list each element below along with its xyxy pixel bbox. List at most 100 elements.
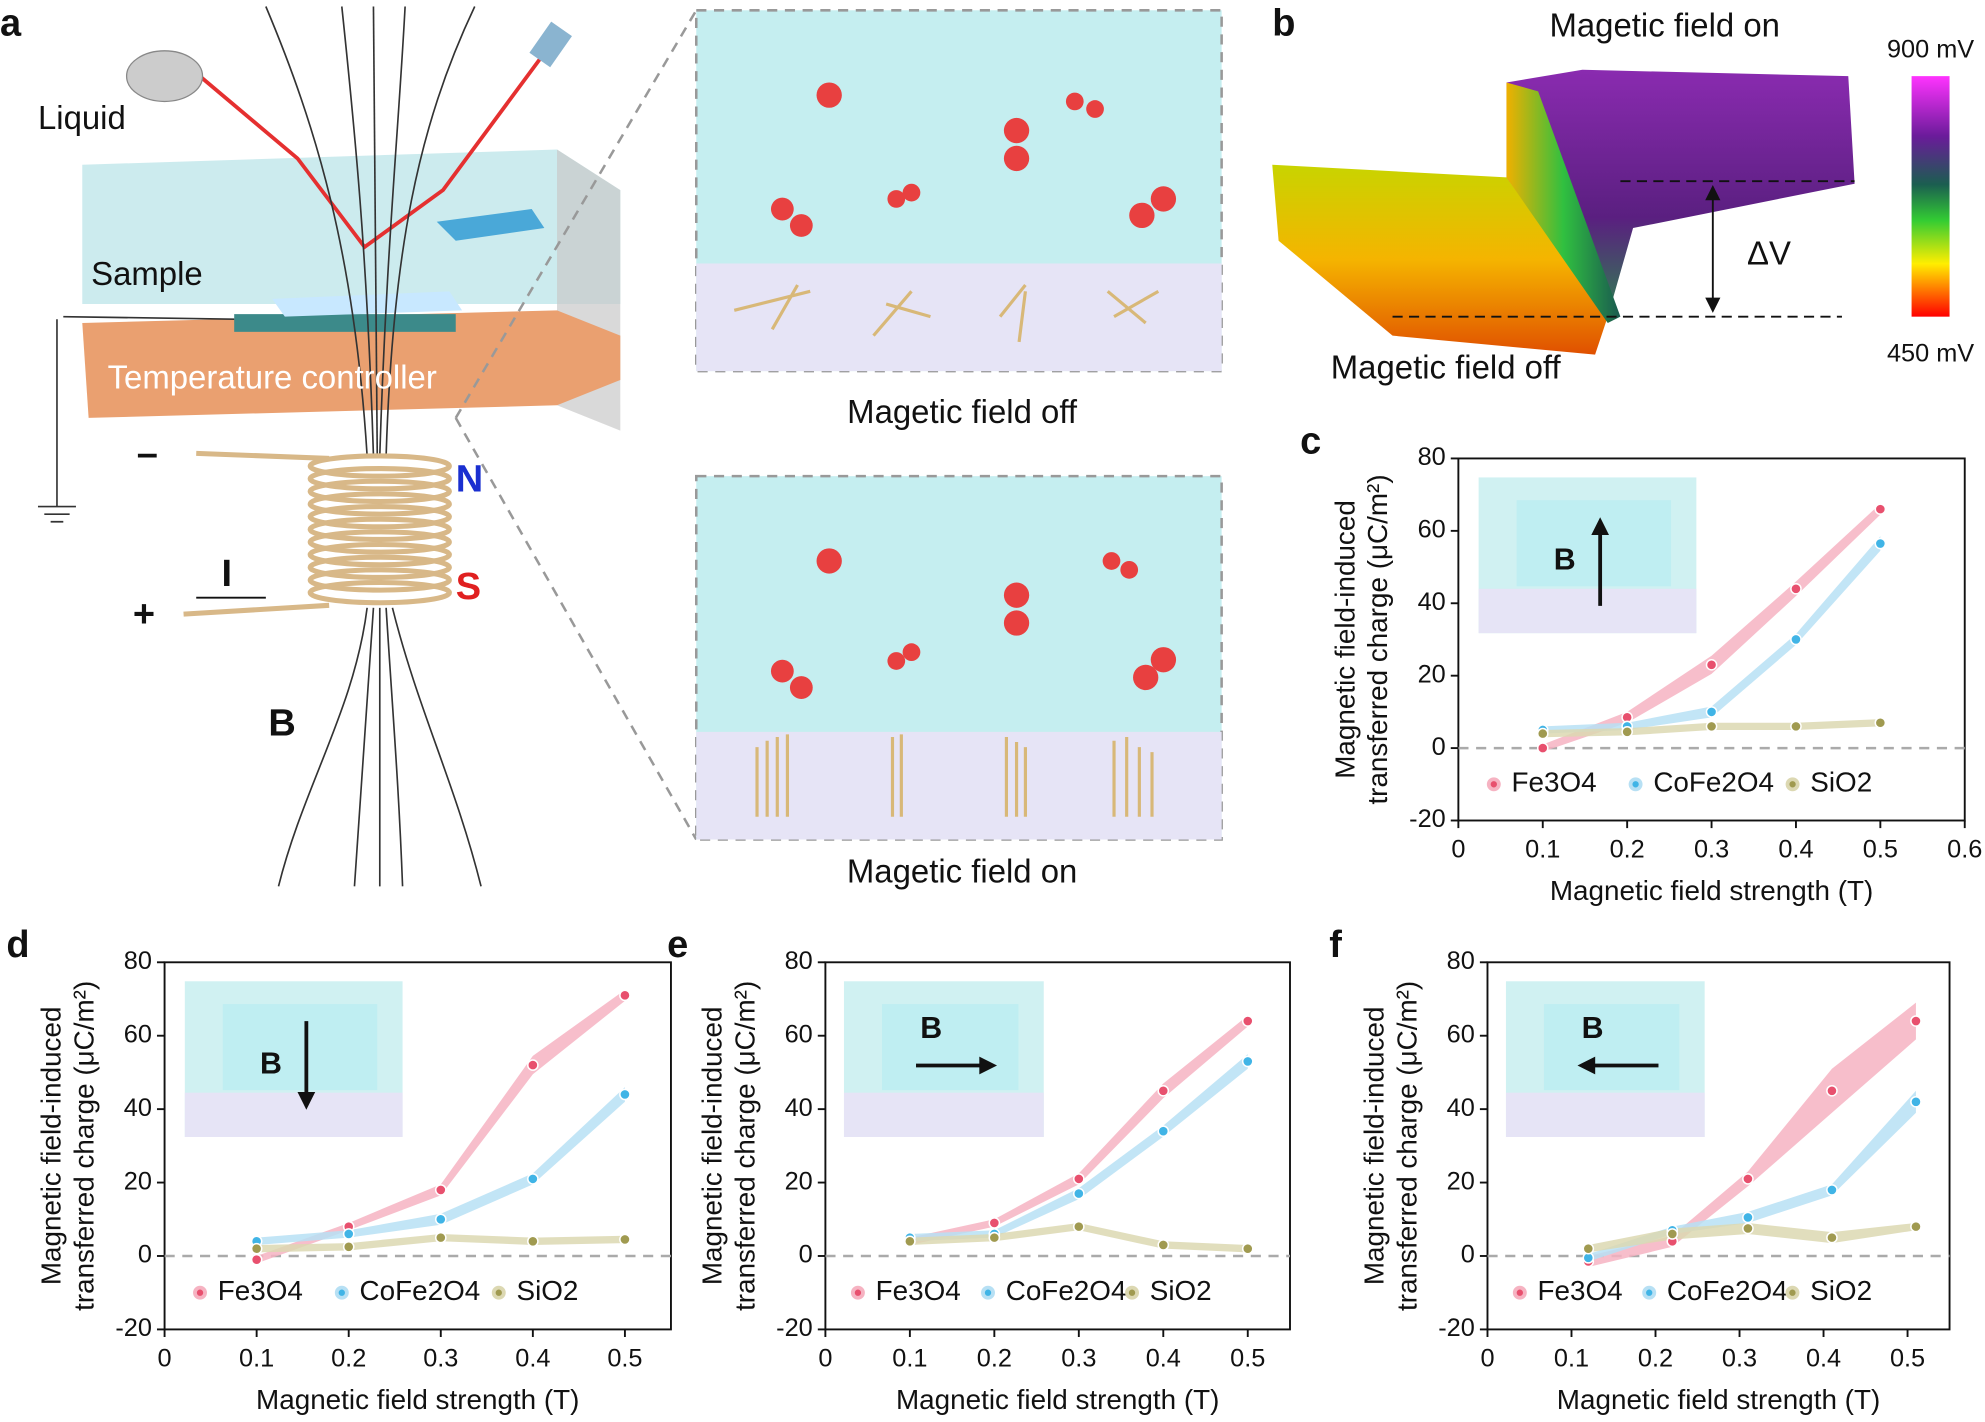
- data-point: [988, 1231, 1001, 1244]
- y-tick-label: 40: [1447, 1094, 1475, 1122]
- data-point: [250, 1253, 263, 1266]
- x-tick-label: 0.2: [1610, 836, 1645, 864]
- panel-label: b: [1272, 3, 1295, 45]
- legend-label: CoFe2O4: [1667, 1275, 1788, 1306]
- legend-marker: [1785, 777, 1800, 792]
- plot-frame: [163, 961, 672, 1331]
- x-tick-label: 0: [818, 1344, 832, 1372]
- x-tick-label: 0.2: [977, 1344, 1012, 1372]
- controller-label: Temperature controller: [108, 359, 437, 396]
- x-axis-label: Magnetic field strength (T): [896, 1384, 1219, 1415]
- legend-label: Fe3O4: [1538, 1275, 1623, 1306]
- data-point: [904, 1235, 916, 1248]
- inset-substrate: [1478, 588, 1697, 634]
- data-point: [342, 1240, 355, 1253]
- panel-label: e: [667, 924, 688, 966]
- data-point: [1157, 1239, 1170, 1251]
- x-tick-label: 0.5: [1230, 1344, 1265, 1372]
- legend-marker: [491, 1285, 506, 1300]
- inset-inner: [1516, 500, 1672, 587]
- zoom-substrate: [696, 731, 1222, 840]
- inset-arrow-head: [1577, 1056, 1596, 1075]
- inset-inner: [1543, 1004, 1680, 1091]
- x-tick-label: 0.6: [1947, 836, 1982, 864]
- legend-marker: [1486, 777, 1501, 792]
- data-point: [1910, 1015, 1922, 1027]
- data-point: [1790, 582, 1802, 595]
- data-point: [1826, 1184, 1838, 1196]
- data-point: [1874, 537, 1887, 550]
- legend-label: Fe3O4: [876, 1275, 961, 1306]
- y-tick-label: 60: [1447, 1020, 1475, 1048]
- y-tick-label: -20: [115, 1314, 152, 1342]
- spins: [733, 284, 1160, 817]
- x-tick-label: 0.5: [607, 1344, 642, 1372]
- legend-marker: [1642, 1285, 1657, 1300]
- plus-label: +: [133, 594, 155, 636]
- data-point: [1536, 742, 1549, 754]
- x-tick-label: 0.1: [1525, 836, 1560, 864]
- x-axis-label: Magnetic field strength (T): [1550, 875, 1873, 906]
- inset-arrow-head: [1591, 517, 1610, 536]
- panel-label: a: [0, 3, 22, 45]
- inset-substrate: [843, 1092, 1044, 1137]
- data-point: [1742, 1222, 1754, 1235]
- y-tick-label: -20: [1438, 1314, 1475, 1342]
- current-label: I: [222, 553, 233, 595]
- data-point: [1072, 1187, 1085, 1200]
- inset-label: B: [260, 1046, 282, 1080]
- plot-frame: [1486, 961, 1951, 1331]
- x-tick-label: 0.1: [892, 1344, 927, 1372]
- south-label: S: [456, 566, 481, 608]
- plot-frame: [824, 961, 1291, 1331]
- data-point: [1705, 706, 1718, 718]
- x-tick-label: 0.3: [1722, 1344, 1757, 1372]
- legend-label: Fe3O4: [218, 1275, 303, 1306]
- inset-arrow-head: [297, 1092, 316, 1110]
- controller-slab: [82, 310, 621, 418]
- data-point: [1536, 727, 1549, 740]
- y-tick-label: -20: [776, 1314, 813, 1342]
- x-tick-label: 0.1: [239, 1344, 274, 1372]
- x-axis-label: Magnetic field strength (T): [1557, 1384, 1880, 1415]
- x-tick-label: 0.4: [1146, 1344, 1181, 1372]
- scale-min: 450 mV: [1887, 339, 1974, 367]
- on-label: Magetic field on: [1549, 7, 1779, 44]
- data-point: [527, 1173, 539, 1185]
- y-tick-label: 0: [1432, 733, 1446, 761]
- y-axis-label: Magnetic field-induced: [36, 1007, 67, 1286]
- x-tick-label: 0.2: [331, 1344, 366, 1372]
- off-label: Magetic field off: [1331, 349, 1562, 386]
- legend-label: SiO2: [1810, 767, 1872, 798]
- data-point: [619, 989, 631, 1002]
- arrow-head: [1705, 185, 1721, 201]
- field-lines: [37, 6, 482, 887]
- panel-b: b Magetic field on Magetic field off ΔV …: [1272, 3, 1974, 386]
- legend-label: CoFe2O4: [360, 1275, 481, 1306]
- data-point: [1826, 1231, 1838, 1244]
- legend-marker: [334, 1285, 349, 1300]
- panel-label: f: [1329, 924, 1342, 966]
- cantilever: [436, 209, 545, 241]
- y-tick-label: 0: [1461, 1241, 1475, 1269]
- data-point: [1826, 1084, 1838, 1097]
- y-tick-label: 60: [124, 1020, 152, 1048]
- data-point: [527, 1059, 539, 1071]
- y-tick-label: 20: [785, 1167, 813, 1195]
- data-point: [1072, 1173, 1085, 1185]
- data-point: [342, 1228, 355, 1240]
- y-tick-label: 60: [785, 1020, 813, 1048]
- zoom-line: [454, 417, 698, 841]
- x-tick-label: 0.4: [515, 1344, 550, 1372]
- y-axis-label: transferred charge (μC/m²): [1391, 981, 1422, 1311]
- y-tick-label: 40: [1418, 588, 1446, 616]
- x-tick-label: 0.2: [1638, 1344, 1673, 1372]
- y-axis-label: Magnetic field-induced: [1329, 500, 1360, 779]
- minus-label: –: [137, 433, 158, 475]
- data-point: [1072, 1220, 1085, 1233]
- y-tick-label: 20: [124, 1167, 152, 1195]
- legend-label: CoFe2O4: [1006, 1275, 1127, 1306]
